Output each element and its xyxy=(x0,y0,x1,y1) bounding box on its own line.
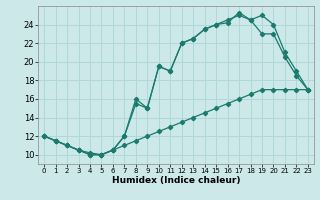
X-axis label: Humidex (Indice chaleur): Humidex (Indice chaleur) xyxy=(112,176,240,185)
